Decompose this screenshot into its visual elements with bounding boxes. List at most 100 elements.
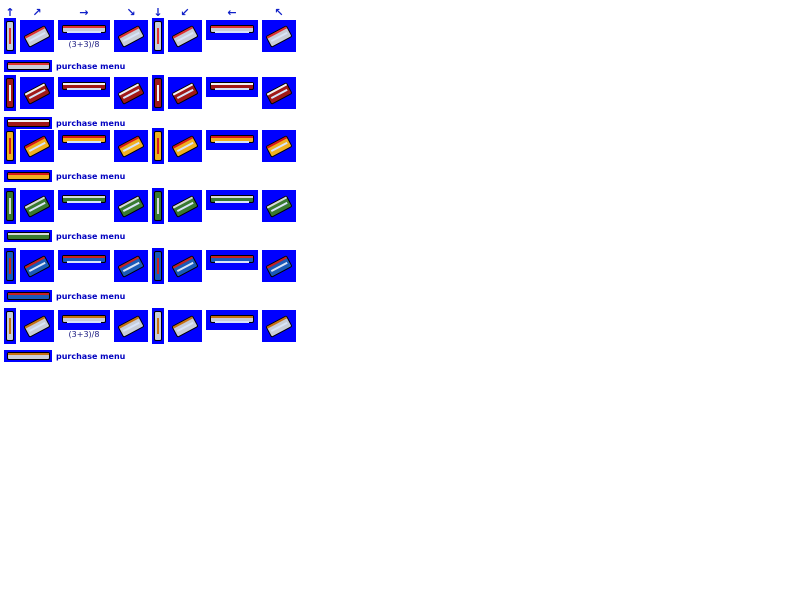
locomotive-sprite bbox=[6, 78, 14, 108]
purchase-menu-sprite bbox=[4, 350, 52, 362]
sprite-view bbox=[152, 128, 164, 164]
sprite-view bbox=[20, 130, 54, 162]
sprite-view bbox=[58, 77, 110, 97]
purchase-menu-label: purchase menu bbox=[56, 292, 126, 301]
sprite-view bbox=[4, 18, 16, 54]
direction-arrow-icon: ↙ bbox=[180, 6, 190, 19]
locomotive-sprite bbox=[265, 135, 293, 158]
sprite-view bbox=[206, 250, 258, 270]
sprite-view bbox=[168, 250, 202, 282]
roof-stripe bbox=[8, 173, 49, 175]
purchase-menu-label: purchase menu bbox=[56, 352, 126, 361]
locomotive-sprite bbox=[117, 25, 145, 48]
sprite-view bbox=[4, 308, 16, 344]
locomotive-sprite bbox=[62, 315, 106, 323]
sprite-view bbox=[168, 77, 202, 109]
sprite-view bbox=[262, 20, 296, 52]
livery-stripe bbox=[157, 197, 160, 215]
window-band bbox=[215, 31, 249, 33]
locomotive-sprite bbox=[117, 195, 145, 218]
livery-stripe bbox=[9, 257, 12, 275]
sprite-view bbox=[168, 20, 202, 52]
locomotive-sprite bbox=[62, 195, 106, 203]
roof-stripe bbox=[211, 196, 253, 198]
livery-stripe bbox=[157, 317, 160, 335]
roof-stripe bbox=[8, 353, 49, 355]
locomotive-sprite bbox=[23, 255, 51, 278]
sprite-view bbox=[152, 75, 164, 111]
locomotive-sprite bbox=[154, 131, 162, 161]
roof-stripe bbox=[63, 316, 105, 318]
sprite-view bbox=[152, 18, 164, 54]
sprite-view bbox=[58, 250, 110, 270]
direction-arrow-icon: ← bbox=[227, 6, 237, 19]
roof-stripe bbox=[63, 26, 105, 28]
sprite-view bbox=[114, 190, 148, 222]
roof-stripe bbox=[211, 26, 253, 28]
window-band bbox=[215, 201, 249, 203]
sprite-view bbox=[20, 190, 54, 222]
locomotive-sprite bbox=[7, 62, 50, 70]
purchase-menu-sprite bbox=[4, 170, 52, 182]
direction-arrow-icon: ↖ bbox=[274, 6, 284, 19]
locomotive-sprite bbox=[154, 251, 162, 281]
window-band bbox=[215, 141, 249, 143]
locomotive-sprite bbox=[117, 135, 145, 158]
locomotive-sprite bbox=[117, 315, 145, 338]
direction-arrow-icon: → bbox=[79, 6, 89, 19]
capacity-caption: (3+3)/8 bbox=[68, 40, 100, 49]
sprite-view bbox=[114, 310, 148, 342]
direction-arrow-icon: ↓ bbox=[153, 6, 163, 19]
sprite-view bbox=[58, 190, 110, 210]
purchase-menu-sprite bbox=[4, 230, 52, 242]
roof-stripe bbox=[63, 136, 105, 138]
sprite-view bbox=[262, 190, 296, 222]
locomotive-sprite bbox=[265, 255, 293, 278]
purchase-menu-sprite bbox=[4, 117, 52, 129]
window-band bbox=[67, 31, 101, 33]
locomotive-sprite bbox=[210, 255, 254, 263]
sprite-view bbox=[20, 77, 54, 109]
window-band bbox=[215, 261, 249, 263]
sprite-view bbox=[206, 310, 258, 330]
roof-stripe bbox=[63, 196, 105, 198]
sprite-view bbox=[206, 20, 258, 40]
locomotive-sprite bbox=[62, 25, 106, 33]
locomotive-sprite bbox=[6, 311, 14, 341]
direction-arrow-icon: ↗ bbox=[32, 6, 42, 19]
locomotive-sprite bbox=[265, 82, 293, 105]
livery-stripe bbox=[9, 317, 12, 335]
roof-stripe bbox=[63, 83, 105, 85]
locomotive-sprite bbox=[210, 82, 254, 90]
roof-stripe bbox=[211, 256, 253, 258]
locomotive-sprite bbox=[210, 315, 254, 323]
livery-stripe bbox=[9, 27, 12, 45]
locomotive-sprite bbox=[23, 195, 51, 218]
locomotive-sprite bbox=[6, 131, 14, 161]
locomotive-sprite bbox=[7, 119, 50, 127]
sprite-view bbox=[206, 77, 258, 97]
locomotive-sprite bbox=[154, 21, 162, 51]
sprite-view bbox=[114, 250, 148, 282]
locomotive-sprite bbox=[23, 135, 51, 158]
locomotive-sprite bbox=[62, 135, 106, 143]
livery-stripe bbox=[157, 27, 160, 45]
locomotive-sprite bbox=[117, 82, 145, 105]
sprite-view bbox=[152, 308, 164, 344]
locomotive-sprite bbox=[6, 21, 14, 51]
sprite-view bbox=[206, 130, 258, 150]
capacity-caption: (3+3)/8 bbox=[68, 330, 100, 339]
livery-stripe bbox=[9, 137, 12, 155]
roof-stripe bbox=[211, 83, 253, 85]
locomotive-sprite bbox=[154, 191, 162, 221]
livery-stripe bbox=[157, 84, 160, 102]
sprite-view bbox=[4, 128, 16, 164]
sprite-view bbox=[4, 188, 16, 224]
sprite-view bbox=[58, 130, 110, 150]
purchase-menu-sprite bbox=[4, 290, 52, 302]
sprite-view bbox=[58, 20, 110, 40]
window-band bbox=[215, 88, 249, 90]
locomotive-sprite bbox=[23, 82, 51, 105]
window-band bbox=[215, 321, 249, 323]
sprite-view bbox=[4, 248, 16, 284]
